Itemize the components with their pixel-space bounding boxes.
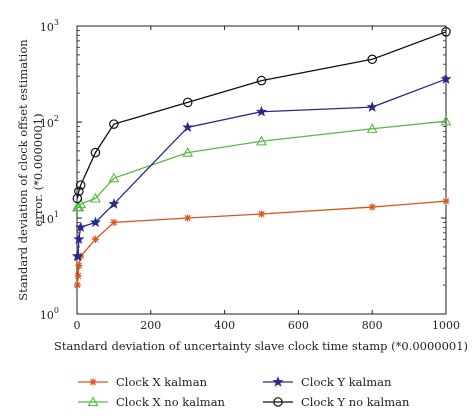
y-axis-label: Standard deviation of clock offset estim…: [16, 39, 45, 301]
data-point: [256, 135, 267, 146]
series-layer: [71, 27, 452, 289]
data-point: [75, 198, 87, 209]
data-point: [366, 123, 378, 133]
series-0: [73, 197, 450, 289]
plot-frame: [76, 25, 447, 315]
y-tick-label: 103: [40, 18, 59, 34]
data-point: [89, 216, 102, 228]
legend-label: Clock Y no kalman: [301, 395, 410, 409]
data-point: [74, 186, 84, 197]
legend-label: Clock Y kalman: [301, 375, 392, 389]
data-point: [110, 218, 118, 226]
series-line: [77, 78, 447, 257]
legend-item: Clock Y kalman: [263, 375, 392, 389]
legend-marker: [273, 397, 283, 407]
data-point: [255, 105, 268, 117]
legend-item: Clock X kalman: [78, 375, 208, 389]
data-point: [368, 203, 376, 211]
x-tick-label: 200: [140, 319, 161, 332]
y-tick-base: 10: [40, 21, 54, 34]
x-tick-label: 400: [214, 319, 235, 332]
legend-marker: [272, 376, 284, 387]
data-point: [73, 233, 85, 245]
data-point: [75, 261, 83, 270]
data-point: [182, 146, 194, 157]
data-point: [440, 73, 452, 84]
y-tick-label: 101: [40, 210, 59, 226]
data-point: [91, 235, 100, 243]
data-point: [73, 281, 81, 289]
series-line: [76, 200, 447, 286]
y-tick-base: 10: [40, 213, 54, 226]
y-tick-label: 100: [40, 306, 59, 322]
y-tick-exponent: 2: [54, 114, 59, 123]
series-3: [72, 27, 451, 204]
x-axis-label: Standard deviation of uncertainty slave …: [54, 339, 468, 353]
y-tick-exponent: 1: [54, 210, 59, 219]
x-tick-label: 800: [362, 319, 383, 332]
data-point: [440, 115, 452, 126]
data-point: [441, 27, 451, 37]
data-point: [108, 172, 120, 183]
data-point: [90, 192, 101, 203]
data-point: [75, 180, 86, 190]
legend-item: Clock Y no kalman: [263, 395, 410, 409]
x-tick-label: 1000: [432, 319, 460, 332]
y-tick-base: 10: [40, 309, 54, 322]
legend-item: Clock X no kalman: [78, 395, 226, 409]
series-2: [71, 73, 452, 261]
y-axis-label-line1: Standard deviation of clock offset estim…: [16, 39, 30, 301]
y-tick-label: 102: [40, 114, 59, 130]
data-point: [72, 193, 83, 204]
x-axis-ticks: 0 200 400 600 800 1000: [74, 26, 460, 332]
y-tick-exponent: 0: [54, 306, 59, 315]
legend-label: Clock X no kalman: [116, 395, 226, 409]
series-1: [71, 115, 452, 212]
data-point: [367, 54, 377, 65]
legend-marker: [89, 378, 97, 386]
data-point: [442, 197, 450, 205]
data-point: [74, 272, 82, 280]
legend: Clock X kalman Clock Y kalman Clock X no k…: [78, 375, 410, 409]
x-tick-label: 600: [288, 319, 309, 332]
data-point: [184, 214, 192, 222]
data-point: [109, 119, 119, 129]
y-tick-exponent: 3: [54, 18, 59, 27]
data-point: [72, 250, 84, 261]
x-tick-label: 0: [74, 319, 81, 332]
data-point: [182, 97, 193, 108]
data-point: [75, 221, 87, 233]
data-point: [182, 121, 194, 133]
data-point: [90, 147, 101, 158]
data-point: [366, 101, 378, 112]
data-point: [257, 210, 266, 218]
data-point: [256, 75, 267, 86]
y-axis-label-line2: error. (*0.0000001): [31, 113, 45, 226]
legend-marker: [87, 396, 99, 407]
legend-label: Clock X kalman: [116, 375, 208, 389]
data-point: [108, 198, 120, 209]
y-tick-base: 10: [40, 117, 54, 130]
